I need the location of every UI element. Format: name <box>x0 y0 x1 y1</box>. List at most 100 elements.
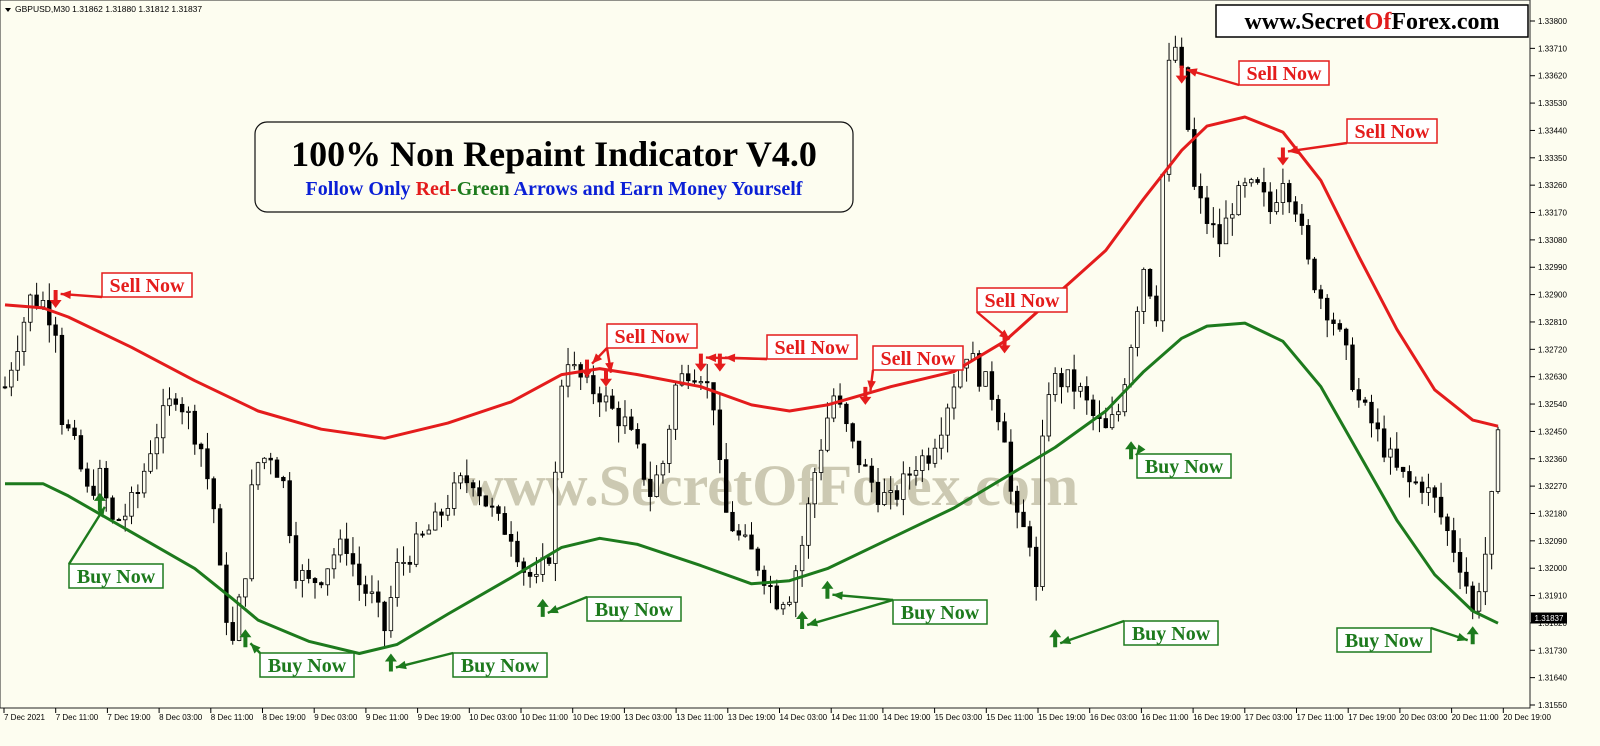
candle <box>1324 294 1330 338</box>
candle <box>167 387 172 416</box>
pointer-head-icon <box>547 605 559 614</box>
signal-label-box <box>452 652 548 678</box>
price-tick-label: 1.32090 <box>1538 537 1567 546</box>
band-lines <box>4 115 1499 655</box>
candle <box>894 485 900 507</box>
candle <box>818 439 824 481</box>
candle <box>755 546 761 577</box>
time-tick-label: 7 Dec 2021 <box>4 713 45 722</box>
candle <box>1204 185 1210 235</box>
candle <box>989 361 995 411</box>
candle <box>192 404 197 455</box>
candle <box>1021 499 1026 528</box>
candle <box>72 419 77 440</box>
candle <box>882 478 887 507</box>
candle <box>1495 426 1501 494</box>
signal-label: Sell Now <box>1355 121 1431 143</box>
candle <box>553 461 558 582</box>
website-highlight: Of <box>1365 9 1393 35</box>
candle <box>331 548 337 579</box>
candle <box>274 456 280 478</box>
signal-label: Buy Now <box>901 602 980 624</box>
signal-label: Sell Now <box>985 290 1061 312</box>
candle <box>692 369 697 384</box>
time-tick-label: 20 Dec 11:00 <box>1452 713 1500 722</box>
signal-label: Buy Now <box>77 566 156 588</box>
sell-arrow-icon <box>1175 65 1188 84</box>
candle <box>1249 177 1254 187</box>
candle <box>1381 415 1387 463</box>
candle <box>1015 485 1020 529</box>
signal-label-box <box>1336 627 1432 653</box>
candle <box>951 373 957 420</box>
candle <box>515 531 520 567</box>
candle <box>1185 66 1191 132</box>
candle <box>641 443 647 486</box>
candle <box>116 517 122 522</box>
candle <box>787 596 792 607</box>
pointer-head-icon <box>1456 632 1468 642</box>
buy-arrow-icon <box>796 611 809 630</box>
candle <box>1362 396 1368 406</box>
signal-pointer-line <box>1059 619 1125 645</box>
signal-label: Buy Now <box>1132 623 1211 645</box>
candle <box>856 440 862 473</box>
current-price-label: 1.31837 <box>1535 614 1564 623</box>
website-box <box>1215 4 1529 38</box>
candle <box>939 417 944 460</box>
dropdown-triangle-icon[interactable] <box>5 8 11 12</box>
signal-pointer-line <box>806 598 894 627</box>
price-tick-label: 1.32450 <box>1538 427 1567 436</box>
candle <box>350 537 356 577</box>
website-prefix: www.Secret <box>1244 9 1364 35</box>
time-tick-label: 9 Dec 03:00 <box>314 713 358 722</box>
candle <box>1369 394 1374 438</box>
candle <box>774 579 780 611</box>
candle <box>1287 179 1292 214</box>
candle <box>983 371 988 387</box>
candle <box>1451 517 1456 563</box>
candle <box>287 472 292 544</box>
candle <box>135 484 141 509</box>
candle <box>369 575 375 604</box>
candle <box>926 447 931 471</box>
signal-label-box <box>1123 620 1219 646</box>
buy-signal <box>821 580 894 602</box>
pointer-head-icon <box>250 643 261 654</box>
candle <box>53 316 58 353</box>
candle <box>148 440 153 474</box>
candle <box>432 502 438 531</box>
candle <box>603 386 609 412</box>
time-tick-label: 15 Dec 19:00 <box>1038 713 1086 722</box>
candle <box>47 283 52 343</box>
pointer-head-icon <box>605 362 614 373</box>
headline-sub-part1: Follow Only <box>306 178 416 200</box>
buy-signal: Buy Now <box>239 629 355 678</box>
price-tick-label: 1.32720 <box>1538 345 1567 354</box>
candle <box>66 419 71 432</box>
candle <box>1217 208 1222 257</box>
candle <box>622 400 628 434</box>
candle <box>610 389 615 410</box>
time-tick-label: 20 Dec 03:00 <box>1400 713 1448 722</box>
website-text: www.SecretOfForex.com <box>1244 9 1499 35</box>
candle <box>1071 354 1077 410</box>
price-tick-label: 1.32000 <box>1538 564 1567 573</box>
candle <box>160 388 166 454</box>
symbol-info: GBPUSD,M30 1.31862 1.31880 1.31812 1.318… <box>15 4 202 14</box>
candle <box>407 555 413 573</box>
candle <box>812 467 817 519</box>
plot-frame <box>0 0 1531 709</box>
candle <box>1147 268 1153 300</box>
candle <box>559 379 564 479</box>
price-tick-label: 1.32630 <box>1538 373 1567 382</box>
candle <box>1059 367 1064 404</box>
time-tick-label: 7 Dec 11:00 <box>56 713 99 722</box>
candle <box>376 580 381 618</box>
candle <box>179 397 185 425</box>
candle <box>1166 42 1172 182</box>
candle <box>470 479 476 497</box>
candle <box>489 497 495 517</box>
buy-arrow-icon <box>1466 626 1479 645</box>
